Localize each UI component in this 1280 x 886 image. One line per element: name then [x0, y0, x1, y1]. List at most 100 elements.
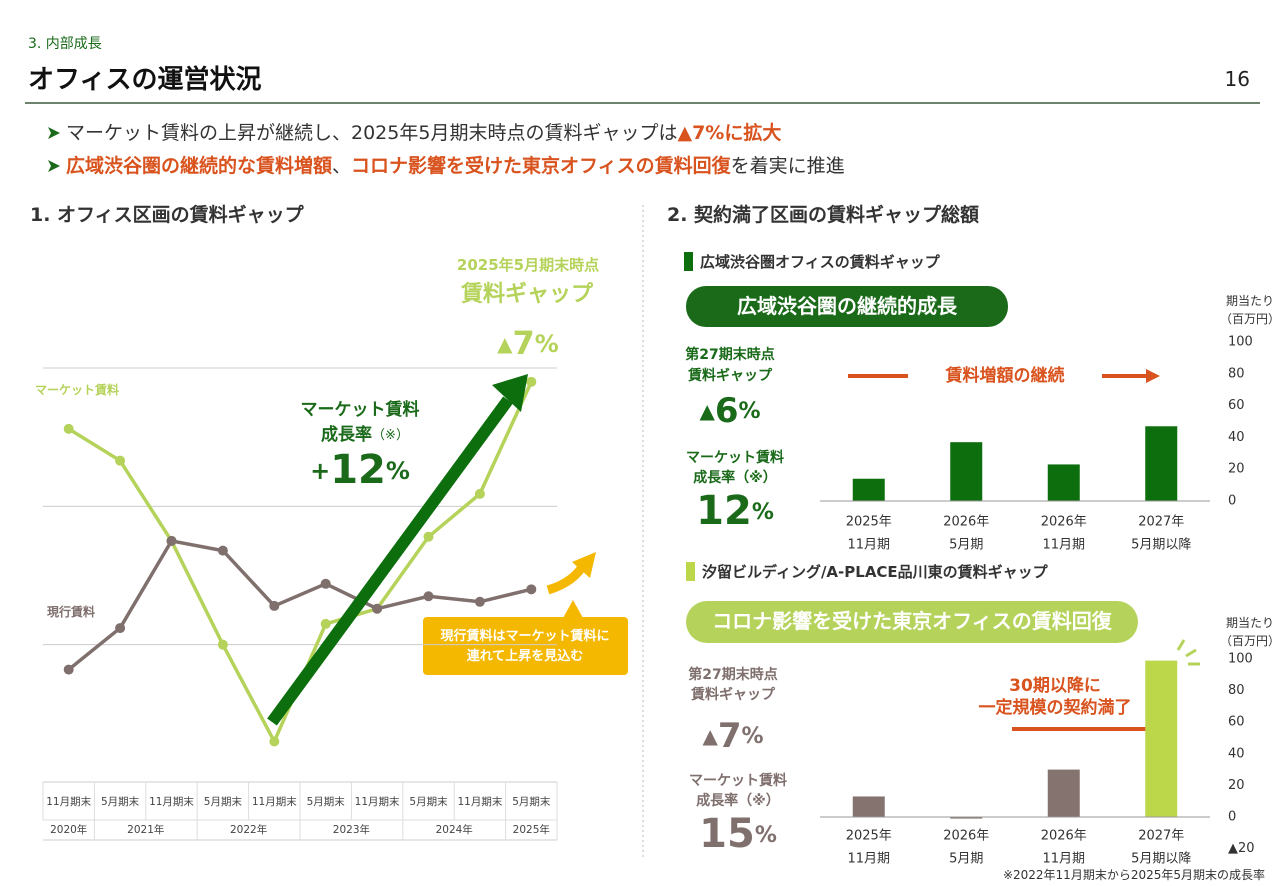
bar — [852, 478, 885, 501]
page-title-part: オフィスの運営状況 — [28, 65, 261, 95]
bullet-part: 広域渋谷圏の継続的な賃料増額 — [66, 154, 332, 177]
x-tick-label: 2026年 — [943, 515, 989, 530]
gap-label: 第27期末時点 — [688, 666, 777, 683]
section-title: 1. オフィス区画の賃料ギャップ — [30, 203, 305, 226]
axis-unit: （百万円） — [1220, 312, 1280, 326]
x-tick-label: 5月期末 — [204, 795, 243, 808]
gap-value: ▲7% — [497, 324, 559, 362]
y-tick-label: 60 — [1228, 398, 1245, 413]
growth-value-part: % — [386, 457, 410, 485]
gap-label-part: 賃料ギャップ — [687, 367, 773, 384]
year-label: 2024年 — [436, 823, 473, 836]
year-label: 2022年 — [230, 823, 267, 836]
growth-value-part: % — [752, 500, 774, 525]
note-text-part: 一定規模の契約満了 — [979, 697, 1132, 718]
section-title-part: 1. オフィス区画の賃料ギャップ — [30, 203, 305, 226]
growth-value-part: 12 — [696, 488, 752, 534]
banner-text: コロナ影響を受けた東京オフィスの賃料回復 — [712, 609, 1113, 633]
gap-value: ▲6% — [699, 391, 760, 431]
burst — [1176, 639, 1200, 666]
note-text-part: 賃料増額の継続 — [945, 365, 1065, 386]
bullet-part: マーケット賃料の上昇が継続し、2025年5月期末時点の賃料ギャップは — [66, 122, 677, 144]
note-text-part: 30期以降に — [1009, 675, 1101, 696]
gap-value-part: 6 — [715, 391, 739, 431]
banner — [686, 286, 1008, 327]
bar — [1047, 464, 1080, 501]
x-tick-label: 11月期 — [1042, 538, 1085, 553]
y-tick-label: 20 — [1228, 462, 1245, 477]
x-tick-label: 5月期末 — [101, 795, 140, 808]
growth-label: マーケット賃料 — [686, 449, 784, 466]
series-point — [217, 639, 228, 650]
chart-title: 汐留ビルディング/A-PLACE品川東の賃料ギャップ — [702, 563, 1049, 581]
bullet-part: を着実に推進 — [731, 155, 845, 177]
growth-note-part: 成長率 — [321, 424, 372, 445]
series-point — [63, 423, 74, 434]
series-label: マーケット賃料 — [35, 382, 119, 397]
bar — [852, 796, 885, 817]
growth-label-part: マーケット賃料 — [689, 772, 787, 789]
footnote: ※2022年11月期末から2025年5月期末の成長率 — [1003, 867, 1265, 882]
series-point — [423, 531, 434, 542]
growth-note: 成長率（※） — [321, 424, 409, 445]
series-point — [320, 618, 331, 629]
x-tick-label: 11月期 — [847, 852, 890, 867]
legend-square — [686, 562, 695, 581]
series-point — [526, 376, 537, 387]
chart-title-part: 広域渋谷圏オフィスの賃料ギャップ — [700, 253, 941, 271]
bullet: 広域渋谷圏の継続的な賃料増額、コロナ影響を受けた東京オフィスの賃料回復を着実に推… — [66, 154, 845, 177]
axis-unit-part: （百万円） — [1220, 634, 1280, 648]
curved-arrow-head — [572, 552, 596, 578]
x-tick-label: 11月期末 — [457, 795, 502, 808]
growth-value-part: 12 — [330, 447, 386, 493]
x-tick-label: 2026年 — [943, 829, 989, 844]
gap-label: 賃料ギャップ — [687, 367, 773, 384]
bullet: マーケット賃料の上昇が継続し、2025年5月期末時点の賃料ギャップは▲7%に拡大 — [66, 121, 781, 144]
x-tick-label: 11月期末 — [149, 795, 194, 808]
bar — [950, 442, 983, 501]
x-tick-label: 2026年 — [1041, 829, 1087, 844]
section-title: 2. 契約満了区画の賃料ギャップ総額 — [667, 203, 979, 226]
bar — [1047, 769, 1080, 817]
series-point — [474, 488, 485, 499]
y-tick-label: 40 — [1228, 430, 1245, 445]
y-tick-label: 80 — [1228, 683, 1245, 698]
banner-text-part: 広域渋谷圏の継続的成長 — [737, 294, 958, 318]
series-point — [269, 600, 280, 611]
axis-unit-part: （百万円） — [1220, 312, 1280, 326]
gap-value: ▲7% — [702, 716, 763, 756]
series-point — [166, 535, 177, 546]
footnote-part: ※2022年11月期末から2025年5月期末の成長率 — [1003, 867, 1265, 882]
note-text: 一定規模の契約満了 — [979, 697, 1132, 718]
x-tick-label: 5月期 — [949, 852, 983, 867]
series-point — [372, 603, 383, 614]
bullet-icon — [48, 127, 60, 139]
growth-note: マーケット賃料 — [301, 399, 420, 420]
bar — [950, 817, 983, 819]
series-point — [115, 623, 126, 634]
callout-text-part: 現行賃料はマーケット賃料に — [440, 628, 609, 644]
x-tick-label: 2025年 — [846, 515, 892, 530]
x-tick-label: 5月期以降 — [1131, 538, 1191, 553]
series-label-part: 現行賃料 — [47, 604, 95, 619]
gap-value-part: 7 — [718, 716, 742, 756]
x-tick-label: 2025年 — [846, 829, 892, 844]
x-tick-label: 5月期末 — [307, 795, 346, 808]
gap-note: 賃料ギャップ — [460, 282, 594, 307]
banner-text: 広域渋谷圏の継続的成長 — [737, 294, 958, 318]
note-arrow-head — [1146, 369, 1160, 383]
series-point — [217, 545, 228, 556]
section-label-part: 3. 内部成長 — [28, 36, 102, 52]
series-point — [269, 736, 280, 747]
note-text: 賃料増額の継続 — [945, 365, 1065, 386]
year-label: 2021年 — [127, 823, 164, 836]
growth-label: マーケット賃料 — [689, 772, 787, 789]
axis-unit: 期当たり — [1226, 616, 1274, 630]
x-tick-label: 2027年 — [1138, 515, 1184, 530]
gap-label-part: 第27期末時点 — [685, 346, 774, 363]
x-tick-label: 2026年 — [1041, 515, 1087, 530]
growth-value: 12% — [696, 488, 774, 534]
x-tick-label: 2027年 — [1138, 829, 1184, 844]
gap-note-part: 2025年5月期末時点 — [457, 256, 599, 274]
gap-label: 第27期末時点 — [685, 346, 774, 363]
